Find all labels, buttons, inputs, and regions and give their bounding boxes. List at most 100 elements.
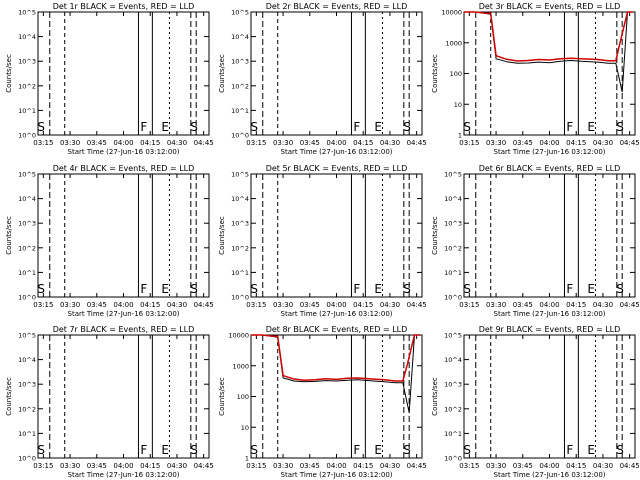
x-tick-label: 03:30	[486, 462, 506, 470]
y-tick-label: 10^4	[231, 195, 249, 203]
x-tick-label: 04:00	[326, 301, 346, 309]
y-tick-label: 10^5	[18, 9, 36, 17]
x-tick-label: 04:45	[407, 139, 427, 147]
marker-label: S	[250, 443, 258, 457]
x-tick-label: 04:15	[566, 462, 586, 470]
marker-label: E	[161, 443, 169, 457]
panel-det-6r: Det 6r BLACK = Events, RED = LLD Counts/s…	[431, 164, 640, 318]
y-tick-label: 10^1	[18, 269, 36, 277]
x-tick-label: 03:30	[273, 462, 293, 470]
x-tick-label: 04:00	[113, 301, 133, 309]
panel-det-4r: Det 4r BLACK = Events, RED = LLD Counts/s…	[5, 164, 214, 318]
y-tick-label: 10^0	[444, 294, 462, 302]
marker-label: S	[190, 443, 198, 457]
marker-label: S	[403, 282, 411, 296]
y-tick-label: 10^0	[231, 294, 249, 302]
panel-title: Det 1r BLACK = Events, RED = LLD	[53, 2, 195, 11]
marker-label: S	[616, 120, 624, 134]
x-tick-label: 04:30	[593, 301, 613, 309]
y-tick-label: 10^1	[444, 269, 462, 277]
x-tick-label: 03:15	[459, 462, 479, 470]
x-tick-label: 03:15	[246, 462, 266, 470]
x-axis-label: Start Time (27-Jun-16 03:12:00)	[494, 471, 606, 479]
x-axis-label: Start Time (27-Jun-16 03:12:00)	[281, 471, 393, 479]
y-tick-label: 10000	[441, 9, 462, 17]
marker-label: F	[140, 282, 147, 296]
y-tick-label: 10^2	[18, 82, 36, 90]
y-tick-label: 10^3	[444, 220, 462, 228]
plot-frame	[250, 11, 423, 136]
y-tick-label: 100	[237, 393, 249, 401]
y-tick-label: 10^5	[231, 171, 249, 179]
x-tick-label: 04:45	[620, 462, 640, 470]
y-tick-label: 10^0	[18, 132, 36, 140]
y-tick-label: 10^3	[231, 220, 249, 228]
x-tick-label: 03:15	[459, 139, 479, 147]
y-tick-label: 10^2	[444, 244, 462, 252]
x-axis-label: Start Time (27-Jun-16 03:12:00)	[68, 471, 180, 479]
panel-title: Det 3r BLACK = Events, RED = LLD	[479, 2, 621, 11]
x-tick-label: 04:00	[539, 462, 559, 470]
x-tick-label: 04:00	[539, 139, 559, 147]
y-tick-label: 10^3	[231, 58, 249, 66]
y-tick-label: 10^1	[18, 107, 36, 115]
marker-label: S	[616, 443, 624, 457]
marker-label: E	[374, 120, 382, 134]
x-tick-label: 03:15	[33, 139, 53, 147]
y-tick-label: 10	[454, 101, 462, 109]
marker-label: F	[566, 282, 573, 296]
x-tick-label: 04:45	[194, 462, 214, 470]
y-tick-label: 10^3	[18, 381, 36, 389]
x-axis-label: Start Time (27-Jun-16 03:12:00)	[494, 310, 606, 318]
y-tick-label: 10^4	[231, 33, 249, 41]
marker-label: S	[250, 282, 258, 296]
y-tick-label: 10^2	[231, 244, 249, 252]
x-tick-label: 03:30	[60, 139, 80, 147]
plot-frame	[463, 11, 636, 136]
panel-title: Det 7r BLACK = Events, RED = LLD	[53, 325, 195, 334]
y-tick-label: 10^4	[18, 356, 36, 364]
x-tick-label: 03:30	[486, 301, 506, 309]
x-tick-label: 03:30	[60, 301, 80, 309]
x-tick-label: 03:15	[33, 301, 53, 309]
y-tick-label: 10	[241, 424, 249, 432]
x-tick-label: 04:30	[380, 301, 400, 309]
x-tick-label: 03:30	[273, 139, 293, 147]
y-tick-label: 10^5	[444, 171, 462, 179]
panel-det-2r: Det 2r BLACK = Events, RED = LLD Counts/s…	[218, 2, 427, 156]
y-tick-label: 1000	[232, 362, 249, 370]
series-line-events	[251, 334, 420, 413]
marker-label: F	[566, 443, 573, 457]
y-tick-label: 10^2	[18, 405, 36, 413]
x-axis-label: Start Time (27-Jun-16 03:12:00)	[281, 310, 393, 318]
y-tick-label: 10^4	[18, 195, 36, 203]
marker-label: F	[140, 120, 147, 134]
y-tick-label: 10^3	[18, 220, 36, 228]
y-tick-label: 10^2	[18, 244, 36, 252]
panel-det-9r: Det 9r BLACK = Events, RED = LLD Counts/s…	[431, 325, 640, 479]
x-tick-label: 03:45	[513, 462, 533, 470]
panel-det-3r: Det 3r BLACK = Events, RED = LLD Counts/s…	[431, 2, 640, 156]
marker-label: E	[587, 120, 595, 134]
x-tick-label: 03:15	[246, 139, 266, 147]
x-axis-label: Start Time (27-Jun-16 03:12:00)	[281, 148, 393, 156]
x-axis-label: Start Time (27-Jun-16 03:12:00)	[494, 148, 606, 156]
y-tick-label: 100	[450, 70, 462, 78]
marker-label: F	[353, 443, 360, 457]
plot-frame	[37, 11, 210, 136]
panel-title: Det 6r BLACK = Events, RED = LLD	[479, 164, 621, 173]
x-tick-label: 04:15	[140, 301, 160, 309]
x-tick-label: 03:45	[300, 139, 320, 147]
marker-label: E	[161, 120, 169, 134]
y-axis-label: Counts/sec	[5, 377, 13, 416]
x-tick-label: 04:00	[326, 139, 346, 147]
y-tick-label: 10^1	[231, 107, 249, 115]
marker-label: S	[463, 443, 471, 457]
marker-label: S	[37, 120, 45, 134]
y-tick-label: 10^0	[231, 132, 249, 140]
x-tick-label: 04:30	[380, 462, 400, 470]
x-tick-label: 04:15	[353, 301, 373, 309]
marker-label: S	[190, 282, 198, 296]
y-axis-label: Counts/sec	[431, 216, 439, 255]
x-tick-label: 03:15	[246, 301, 266, 309]
